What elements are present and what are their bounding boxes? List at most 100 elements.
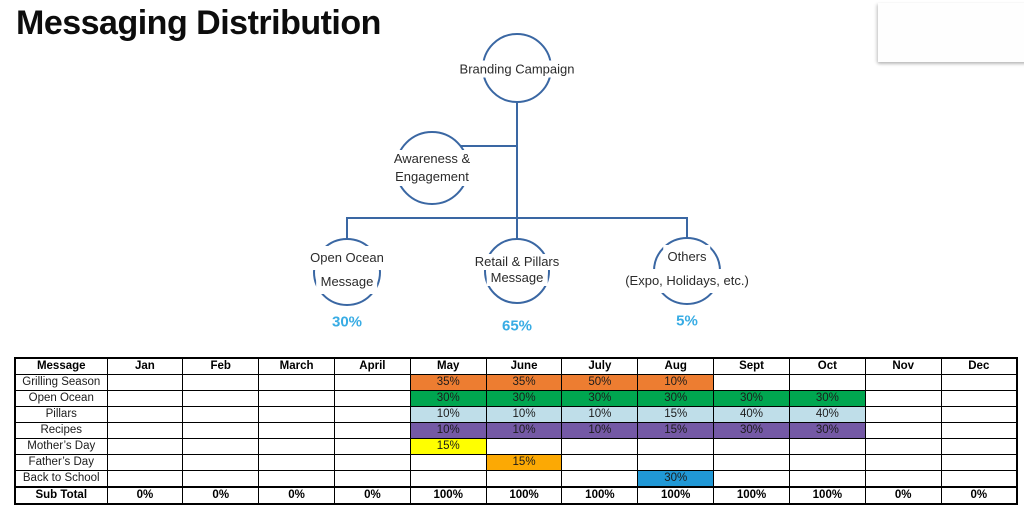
table-cell bbox=[561, 438, 639, 455]
distribution-line bbox=[345, 216, 689, 220]
table-cell bbox=[258, 454, 335, 471]
table-cell: 30% bbox=[788, 390, 866, 407]
table-cell: 30% bbox=[409, 390, 487, 407]
table-cell: 100% bbox=[409, 486, 487, 505]
table-cell: 40% bbox=[788, 406, 866, 423]
table-cell: 50% bbox=[561, 374, 639, 391]
table-cell bbox=[333, 438, 411, 455]
table-cell bbox=[864, 406, 942, 423]
table-cell bbox=[940, 438, 1018, 455]
open-ocean-line2: Message bbox=[316, 270, 378, 294]
open-ocean-percentage: 30% bbox=[331, 313, 363, 331]
row-label: Grilling Season bbox=[14, 374, 108, 391]
row-label: Mother’s Day bbox=[14, 438, 108, 455]
branding-campaign-text: Branding Campaign bbox=[455, 60, 579, 78]
col-header-march: March bbox=[258, 357, 335, 375]
table-cell: 0% bbox=[940, 486, 1018, 505]
table-cell bbox=[258, 406, 335, 423]
table-cell bbox=[106, 406, 184, 423]
col-header-feb: Feb bbox=[182, 357, 260, 375]
col-header-jan: Jan bbox=[106, 357, 184, 375]
table-cell bbox=[258, 422, 335, 439]
table-cell bbox=[561, 454, 639, 471]
row-label: Open Ocean bbox=[14, 390, 108, 407]
retail-pillars-label: Retail & Pillars Message bbox=[470, 254, 564, 286]
row-label: Sub Total bbox=[14, 486, 108, 505]
table-cell bbox=[182, 406, 260, 423]
table-cell bbox=[940, 454, 1018, 471]
table-cell bbox=[258, 390, 335, 407]
table-cell bbox=[637, 438, 715, 455]
table-cell: 10% bbox=[561, 422, 639, 439]
table-cell bbox=[333, 422, 411, 439]
table-cell bbox=[713, 374, 790, 391]
retail-pillars-line1: Retail & Pillars bbox=[470, 254, 564, 270]
others-label: Others (Expo, Holidays, etc.) bbox=[621, 245, 753, 293]
retail-pillars-percentage: 65% bbox=[501, 317, 533, 335]
table-cell bbox=[788, 454, 866, 471]
table-cell: 0% bbox=[106, 486, 184, 505]
table-cell: 35% bbox=[485, 374, 563, 391]
table-cell bbox=[182, 422, 260, 439]
table-cell: 0% bbox=[333, 486, 411, 505]
table-cell bbox=[409, 454, 487, 471]
table-row: Back to School 30% bbox=[14, 470, 1018, 488]
table-cell bbox=[788, 470, 866, 488]
table-cell bbox=[940, 374, 1018, 391]
table-cell bbox=[713, 454, 790, 471]
table-cell: 15% bbox=[637, 422, 715, 439]
table-cell: 30% bbox=[713, 422, 790, 439]
table-cell: 40% bbox=[713, 406, 790, 423]
col-header-may: May bbox=[409, 357, 487, 375]
row-label: Recipes bbox=[14, 422, 108, 439]
overlay-card bbox=[878, 3, 1024, 62]
table-cell: 100% bbox=[485, 486, 563, 505]
open-ocean-label: Open Ocean Message bbox=[306, 246, 388, 294]
table-cell bbox=[182, 438, 260, 455]
awareness-connector-line bbox=[460, 144, 517, 148]
table-cell: 100% bbox=[561, 486, 639, 505]
table-cell bbox=[333, 470, 411, 488]
col-header-june: June bbox=[485, 357, 563, 375]
table-cell: 10% bbox=[409, 406, 487, 423]
table-cell bbox=[258, 438, 335, 455]
table-cell bbox=[485, 438, 563, 455]
table-cell bbox=[864, 438, 942, 455]
table-cell bbox=[864, 422, 942, 439]
table-cell: 15% bbox=[485, 454, 563, 471]
table-cell bbox=[637, 454, 715, 471]
row-label: Back to School bbox=[14, 470, 108, 488]
col-header-nov: Nov bbox=[864, 357, 942, 375]
distribution-table: Message Jan Feb March April May June July Aug Sep… bbox=[14, 357, 1018, 505]
others-line1: Others bbox=[663, 245, 711, 269]
table-cell: 30% bbox=[637, 390, 715, 407]
table-cell: 10% bbox=[409, 422, 487, 439]
retail-pillars-line2: Message bbox=[486, 270, 548, 286]
table-cell bbox=[713, 470, 790, 488]
table-cell: 10% bbox=[485, 406, 563, 423]
table-row: Pillars 10% 10% 10% 15% 40% 40% bbox=[14, 406, 1018, 423]
table-cell: 100% bbox=[713, 486, 790, 505]
table-cell bbox=[106, 454, 184, 471]
trunk-line bbox=[515, 101, 519, 218]
table-cell: 0% bbox=[182, 486, 260, 505]
table-cell bbox=[864, 454, 942, 471]
others-percentage: 5% bbox=[676, 312, 698, 330]
table-cell bbox=[940, 470, 1018, 488]
awareness-line2: Engagement bbox=[391, 168, 473, 186]
table-cell bbox=[940, 390, 1018, 407]
table-cell: 30% bbox=[713, 390, 790, 407]
awareness-engagement-label: Awareness & Engagement bbox=[389, 150, 475, 186]
table-cell bbox=[864, 470, 942, 488]
table-cell: 10% bbox=[485, 422, 563, 439]
table-cell bbox=[333, 374, 411, 391]
table-cell bbox=[333, 390, 411, 407]
table-row: Recipes 10% 10% 10% 15% 30% 30% bbox=[14, 422, 1018, 439]
table-header-row: Message Jan Feb March April May June July Aug Sep… bbox=[14, 357, 1018, 375]
table-cell: 35% bbox=[409, 374, 487, 391]
table-cell bbox=[182, 454, 260, 471]
table-row: Sub Total 0% 0% 0% 0% 100% 100% 100% 100% 100% 100… bbox=[14, 486, 1018, 505]
slide-title: Messaging Distribution bbox=[16, 4, 381, 42]
col-header-oct: Oct bbox=[788, 357, 866, 375]
table-row: Father’s Day 15% bbox=[14, 454, 1018, 471]
